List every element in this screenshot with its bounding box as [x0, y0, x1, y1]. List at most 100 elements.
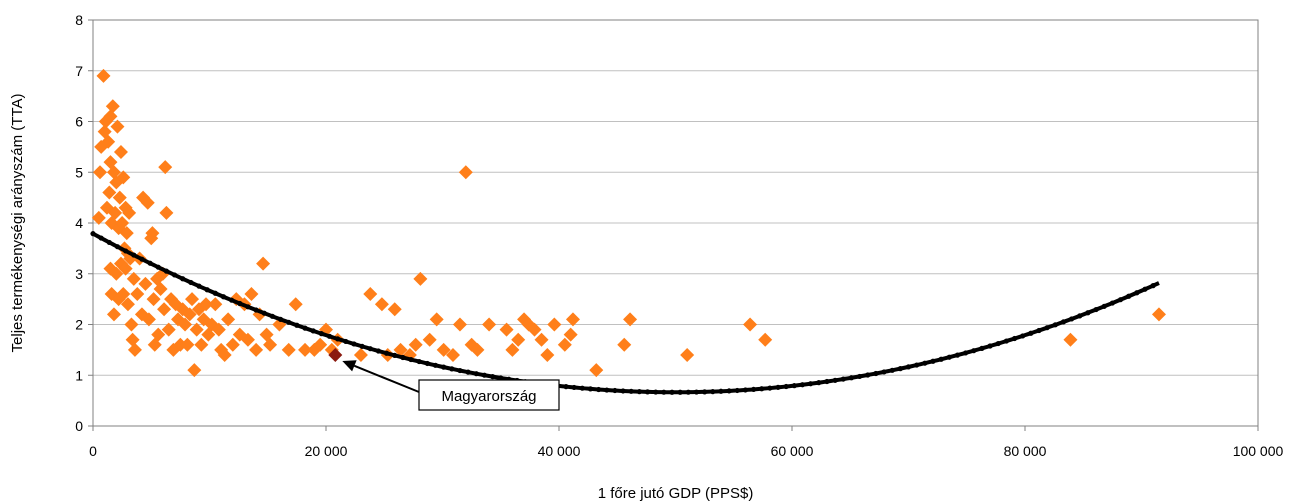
data-point [387, 302, 402, 317]
y-axis-title: Teljes termékenységi arányszám (TTA) [9, 94, 26, 353]
data-point [534, 332, 549, 347]
data-point [436, 342, 451, 357]
trendline-marker [375, 348, 382, 354]
data-point [124, 317, 139, 332]
data-point [445, 347, 460, 362]
trendline-marker [685, 389, 691, 395]
callout: Magyarország [342, 360, 560, 411]
trendline-marker [441, 364, 447, 370]
x-tick-label: 40 000 [538, 443, 581, 459]
data-point [96, 68, 111, 83]
data-point [127, 342, 142, 357]
trendline-marker [742, 387, 749, 393]
y-axis-ticks: 0 1 2 3 4 5 6 7 8 [75, 12, 93, 434]
trendline-marker [302, 325, 308, 331]
data-point [146, 292, 161, 307]
trendline-marker [596, 386, 602, 393]
trendline-marker [1101, 303, 1107, 309]
trendline-marker [873, 370, 879, 377]
trendline-marker [767, 385, 773, 391]
trendline-marker [131, 252, 137, 258]
trendline-marker [1036, 327, 1042, 334]
data-point [108, 205, 123, 220]
data-point [159, 205, 174, 220]
trendline-marker [1052, 322, 1058, 328]
data-point [120, 297, 135, 312]
data-point [141, 312, 156, 327]
trendline-marker [718, 388, 724, 394]
x-tick-label: 20 000 [305, 443, 348, 459]
trendline-marker [196, 283, 202, 289]
trendline-marker [359, 343, 365, 349]
grid-lines [93, 19, 1258, 376]
trendline-marker [171, 272, 178, 278]
trendline-marker [726, 388, 732, 394]
data-point [540, 347, 555, 362]
trendline-marker [351, 341, 357, 347]
y-tick-label: 2 [75, 317, 83, 333]
trendline-marker [310, 328, 316, 334]
trendline-marker [90, 231, 96, 237]
trendline-marker [987, 343, 993, 349]
data-point [151, 327, 166, 342]
trendline-marker [693, 389, 700, 395]
trendline-marker [286, 319, 292, 325]
data-point [482, 317, 497, 332]
trendline-marker [1069, 316, 1075, 322]
y-tick-label: 6 [75, 114, 83, 130]
data-point [225, 337, 240, 352]
data-point [527, 322, 542, 337]
trendline-marker [677, 389, 683, 395]
data-point [178, 317, 193, 332]
data-point [101, 134, 116, 149]
trendline-marker [816, 380, 822, 386]
trendline-marker [930, 358, 936, 364]
trendline-marker [489, 374, 496, 380]
y-tick-label: 8 [75, 12, 83, 28]
trendline-marker [1085, 310, 1091, 316]
data-point [422, 332, 437, 347]
trendline-marker [1117, 297, 1124, 303]
data-point [680, 347, 695, 362]
trendline-marker [848, 375, 855, 381]
trendline-marker [783, 383, 789, 390]
trendline-marker [897, 366, 903, 372]
trendline-marker [277, 316, 284, 322]
trendline-marker [1020, 333, 1026, 339]
data-point [106, 165, 121, 180]
data-point [199, 297, 214, 312]
y-tick-label: 0 [75, 418, 83, 434]
trendline-marker [653, 389, 659, 395]
data-point [743, 317, 758, 332]
data-point [189, 322, 204, 337]
trendline-marker [791, 383, 797, 389]
trendline-marker [408, 356, 414, 363]
trendline-marker [481, 372, 488, 378]
data-point [187, 363, 202, 378]
trendline-marker [1077, 313, 1083, 319]
x-axis-ticks: 0 20 000 40 000 60 000 80 000 100 000 [89, 426, 1284, 459]
data-point [470, 342, 485, 357]
data-point [353, 347, 368, 362]
trendline-marker [188, 279, 194, 286]
trendline-marker [954, 352, 961, 358]
data-point [106, 307, 121, 322]
trendline-marker [1150, 283, 1156, 289]
trendline-marker [628, 388, 634, 394]
trendline-marker [1044, 325, 1050, 331]
trendline-marker [335, 336, 341, 342]
callout-label: Magyarország [441, 388, 536, 405]
trendline-marker [1126, 293, 1132, 299]
trendline-marker [750, 386, 757, 393]
data-point [244, 287, 259, 302]
y-tick-label: 5 [75, 164, 83, 180]
data-point [429, 312, 444, 327]
callout-arrowhead [342, 360, 357, 372]
data-point [105, 99, 120, 114]
trendline-marker [457, 367, 463, 374]
trendline-marker [400, 354, 406, 361]
trendline-marker [938, 356, 944, 362]
trendline-marker [1134, 290, 1140, 296]
data-point [122, 205, 137, 220]
trendline-marker [1109, 300, 1115, 306]
